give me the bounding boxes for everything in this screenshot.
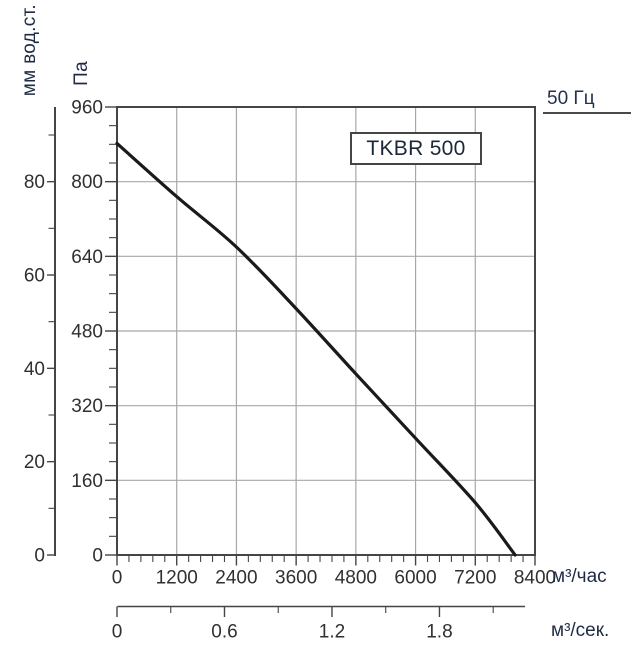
pa-tick-label: 0 — [92, 546, 103, 567]
x-axis-unit-m3-per-hour: м³/час — [552, 566, 607, 587]
x-tick-label: 2400 — [215, 568, 257, 589]
fan-curve — [115, 141, 517, 557]
sec-tick-label: 1.8 — [426, 622, 452, 643]
mm-tick-label: 20 — [24, 452, 45, 473]
x-tick-label: 8400 — [514, 568, 556, 589]
pa-tick-label: 320 — [71, 396, 103, 417]
model-title-text: TKBR 500 — [366, 136, 466, 160]
x-tick-label: 1200 — [156, 568, 198, 589]
x-tick-label: 3600 — [275, 568, 317, 589]
pa-tick-label: 160 — [71, 471, 103, 492]
x-tick-label: 0 — [112, 568, 123, 589]
pa-tick-label: 960 — [71, 98, 103, 119]
frequency-label: 50 Гц — [543, 88, 631, 114]
x-tick-label: 6000 — [394, 568, 436, 589]
mm-tick-label: 60 — [24, 266, 45, 287]
model-title-box: TKBR 500 — [350, 132, 482, 165]
sec-tick-label: 0.6 — [211, 622, 237, 643]
mm-tick-label: 0 — [34, 546, 45, 567]
mm-tick-label: 40 — [24, 359, 45, 380]
pa-tick-label: 480 — [71, 322, 103, 343]
pa-tick-label: 640 — [71, 247, 103, 268]
x-tick-label: 4800 — [335, 568, 377, 589]
x-tick-label: 7200 — [454, 568, 496, 589]
sec-tick-label: 0 — [112, 622, 123, 643]
pa-tick-label: 800 — [71, 172, 103, 193]
x-axis-unit-m3-per-second: м³/сек. — [551, 620, 610, 641]
sec-tick-label: 1.2 — [319, 622, 345, 643]
mm-tick-label: 80 — [24, 172, 45, 193]
frequency-text: 50 Гц — [547, 88, 595, 109]
